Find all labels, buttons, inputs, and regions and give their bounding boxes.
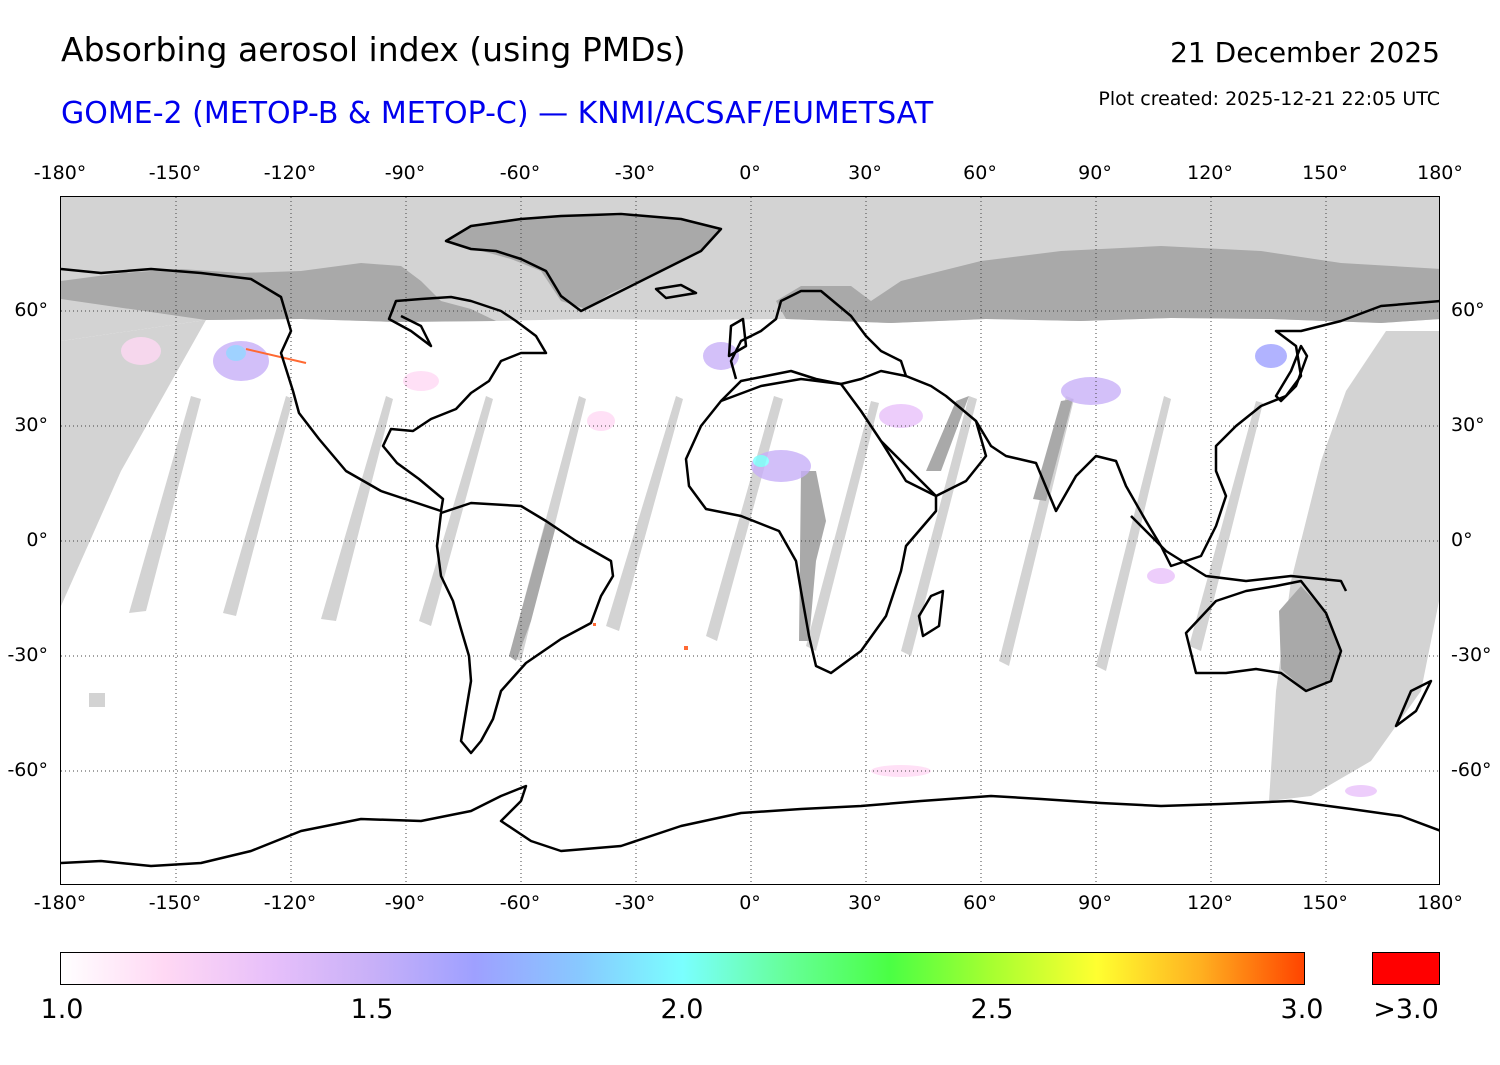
lon-label-bottom: 150°: [1302, 892, 1348, 914]
eurasia-arctic-land: [776, 246, 1439, 323]
world-map: [60, 196, 1440, 885]
graticule: [61, 197, 1439, 884]
africa-coast: [684, 377, 938, 675]
colorbar-over-label: >3.0: [1373, 994, 1439, 1025]
gap-swath: [223, 396, 293, 616]
colorbar-tick-label: 2.0: [660, 994, 704, 1025]
colorbar-tick-label: 2.5: [970, 994, 1014, 1025]
map-date: 21 December 2025: [1170, 36, 1440, 69]
lon-label-top: -90°: [384, 162, 426, 184]
indonesia-coast: [1130, 515, 1348, 592]
greenland-coast: [444, 212, 723, 313]
gap-swath: [1096, 396, 1171, 671]
lon-label-bottom: -60°: [499, 892, 541, 914]
gap-swath: [419, 396, 493, 626]
europe-coast: [720, 289, 908, 402]
gap-patch: [89, 693, 105, 707]
lon-label-bottom: 0°: [739, 892, 761, 914]
gap-swath-west-edge: [61, 320, 206, 606]
iceland-coast: [654, 283, 698, 300]
colorbar: [60, 952, 1305, 985]
colorbar-tick-label: 1.5: [350, 994, 394, 1025]
lon-label-bottom: 30°: [848, 892, 882, 914]
gap-swath-east-edge: [1269, 331, 1439, 801]
lon-label-top: 0°: [739, 162, 761, 184]
lon-label-top: 60°: [963, 162, 997, 184]
swath-over-africa: [799, 471, 826, 641]
swath-over-south-america: [509, 521, 556, 661]
lat-label-right: 0°: [1451, 529, 1473, 551]
lon-label-bottom: 120°: [1187, 892, 1233, 914]
lon-label-top: 30°: [848, 162, 882, 184]
lon-label-top: 180°: [1417, 162, 1463, 184]
lon-label-bottom: 90°: [1078, 892, 1112, 914]
lon-label-top: -150°: [148, 162, 202, 184]
australia-coast: [1184, 579, 1343, 693]
lat-label-right: -30°: [1451, 644, 1492, 666]
gap-swath: [129, 396, 201, 613]
lon-label-top: -30°: [614, 162, 656, 184]
gap-swath: [1189, 401, 1263, 651]
lat-label-left: -60°: [7, 759, 48, 781]
lon-label-bottom: -30°: [614, 892, 656, 914]
lat-label-right: 60°: [1451, 299, 1485, 321]
lon-label-top: -180°: [33, 162, 87, 184]
colorbar-tick-label: 1.0: [40, 994, 84, 1025]
new-zealand-coast: [1394, 679, 1433, 728]
gap-swath: [321, 396, 393, 621]
australia-land: [1279, 586, 1341, 691]
lon-label-top: 120°: [1187, 162, 1233, 184]
japan-coast: [1274, 344, 1309, 403]
lon-label-top: -60°: [499, 162, 541, 184]
gap-swath: [606, 396, 683, 631]
south-america-coast: [435, 501, 615, 755]
antarctica-coast: [61, 784, 1439, 868]
asia-coast: [905, 299, 1439, 568]
land-no-data: [61, 216, 1439, 691]
lon-label-top: 90°: [1078, 162, 1112, 184]
lon-label-bottom: 60°: [963, 892, 997, 914]
lat-label-right: 30°: [1451, 414, 1485, 436]
lat-label-right: -60°: [1451, 759, 1492, 781]
map-subtitle: GOME-2 (METOP-B & METOP-C) — KNMI/ACSAF/…: [61, 96, 934, 131]
arabia-coast: [880, 420, 988, 498]
map-title: Absorbing aerosol index (using PMDs): [61, 30, 686, 69]
lat-label-left: 30°: [14, 414, 48, 436]
north-america-coast: [61, 267, 548, 513]
north-america-arctic-land: [61, 263, 496, 322]
lon-label-bottom: -180°: [33, 892, 87, 914]
colorbar-tick-label: 3.0: [1280, 994, 1324, 1025]
greenland-land: [446, 216, 721, 309]
colorbar-over-swatch: [1372, 952, 1440, 985]
gap-swath: [901, 396, 977, 656]
gap-swath: [806, 401, 879, 651]
lat-label-left: -30°: [7, 644, 48, 666]
swath-over-arabia: [926, 396, 969, 471]
coastlines: [61, 212, 1439, 868]
lon-label-top: -120°: [263, 162, 317, 184]
swath-over-india: [1033, 399, 1073, 501]
lat-label-left: 60°: [14, 299, 48, 321]
lon-label-top: 150°: [1302, 162, 1348, 184]
lon-label-bottom: -120°: [263, 892, 317, 914]
lon-label-bottom: -150°: [148, 892, 202, 914]
plot-created-timestamp: Plot created: 2025-12-21 22:05 UTC: [1098, 88, 1440, 110]
madagascar-coast: [917, 589, 945, 638]
lat-label-left: 0°: [26, 529, 48, 551]
lon-label-bottom: -90°: [384, 892, 426, 914]
aerosol-signal: [121, 337, 1377, 797]
lon-label-bottom: 180°: [1417, 892, 1463, 914]
british-isles-coast: [727, 317, 748, 358]
